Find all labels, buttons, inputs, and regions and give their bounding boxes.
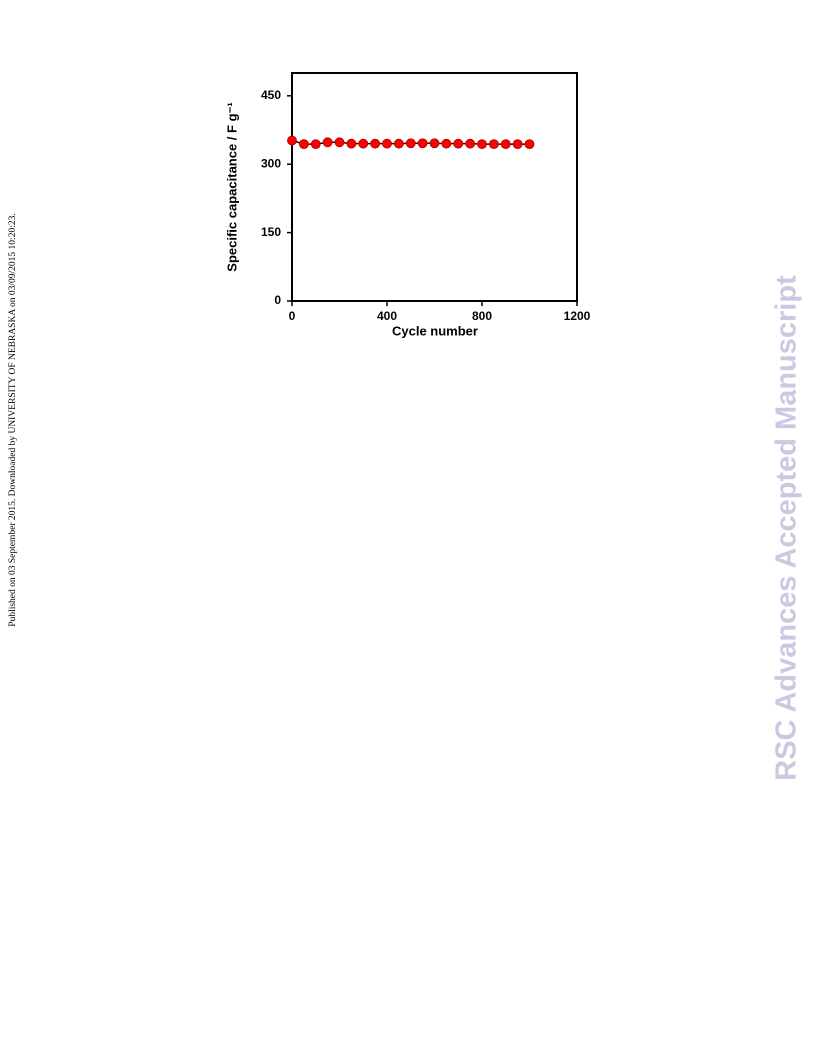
data-point <box>488 139 499 150</box>
plot-frame <box>291 72 578 302</box>
data-point <box>465 138 476 149</box>
data-point <box>512 139 523 150</box>
y-tick-label: 0 <box>274 293 281 307</box>
x-tick-label: 0 <box>289 309 296 323</box>
x-axis-title: Cycle number <box>392 323 478 338</box>
data-point <box>417 138 428 149</box>
y-tick-label: 300 <box>261 156 281 170</box>
data-point <box>405 138 416 149</box>
data-point <box>477 139 487 150</box>
data-point <box>393 138 404 149</box>
x-tick-label: 400 <box>377 309 397 323</box>
x-tick-label: 800 <box>472 309 492 323</box>
data-point <box>310 139 321 150</box>
data-point <box>441 138 452 149</box>
data-point <box>346 138 357 149</box>
data-point <box>322 137 333 148</box>
data-point <box>287 135 297 146</box>
data-point <box>382 138 392 149</box>
y-tick-label: 150 <box>261 225 281 239</box>
data-point <box>298 139 309 150</box>
y-tick-label: 450 <box>261 88 281 102</box>
side-note: Published on 03 September 2015. Download… <box>8 213 18 626</box>
data-point <box>334 137 345 148</box>
y-axis-title: Specific capacitance / F g⁻¹ <box>224 102 239 271</box>
watermark: RSC Advances Accepted Manuscript <box>771 275 803 781</box>
data-point <box>429 138 440 149</box>
data-point <box>370 138 381 149</box>
data-point <box>524 139 535 150</box>
data-point <box>358 138 369 149</box>
data-point <box>453 138 464 149</box>
data-point <box>500 139 511 150</box>
x-tick-label: 1200 <box>564 309 591 323</box>
